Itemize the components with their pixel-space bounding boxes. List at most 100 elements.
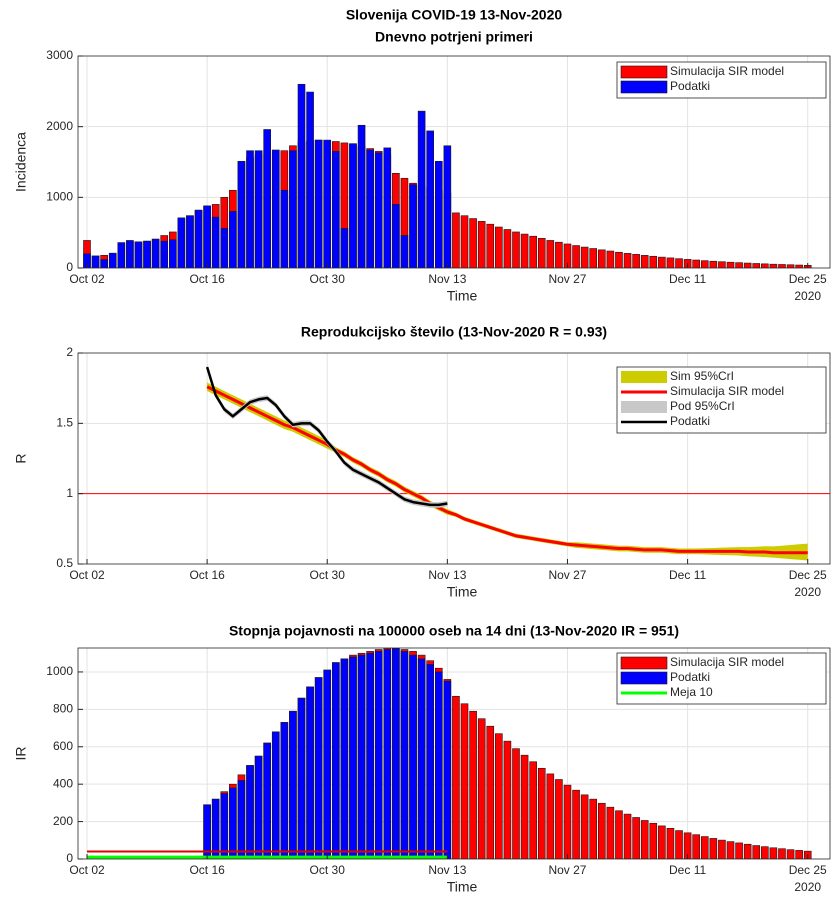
bar [623, 253, 632, 268]
bar [666, 257, 675, 268]
bar [666, 828, 675, 859]
bar [769, 263, 778, 268]
bar [743, 843, 752, 859]
bar [400, 651, 409, 859]
bar [91, 255, 100, 268]
bar [675, 830, 683, 859]
plot-content [78, 56, 830, 268]
bar [357, 654, 366, 859]
bar [778, 848, 786, 859]
legend-swatch [620, 65, 668, 79]
bar [160, 240, 169, 268]
y-tick-label: 0 [66, 260, 73, 274]
bar [606, 806, 615, 859]
bar [383, 147, 392, 268]
y-tick-label: 800 [53, 702, 73, 716]
x-tick-label: Dec 11 [669, 272, 706, 286]
x-tick-label: Oct 16 [189, 568, 225, 582]
bar [100, 259, 108, 268]
bar [126, 240, 134, 268]
y-tick-label: 1000 [46, 664, 73, 678]
bar [434, 671, 443, 859]
y-tick-label: 2000 [46, 119, 73, 133]
bar [460, 215, 469, 268]
bar [537, 238, 546, 268]
bar [460, 703, 469, 859]
bar [452, 695, 460, 859]
bar [752, 263, 761, 268]
bar [709, 260, 718, 268]
x-year-label: 2020 [794, 585, 821, 599]
legend-label: Simulacija SIR model [670, 384, 784, 398]
bar [83, 253, 91, 268]
bar [692, 259, 700, 268]
bar [426, 130, 435, 268]
x-tick-label: Oct 02 [69, 272, 105, 286]
y-axis-label: R [13, 453, 29, 463]
bar [289, 710, 297, 859]
bar [254, 150, 263, 268]
bar [640, 820, 649, 859]
bar [280, 722, 289, 859]
y-tick-label: 3000 [46, 48, 73, 62]
bar [623, 813, 632, 859]
bar [649, 255, 658, 268]
axes-box [77, 647, 831, 860]
bar [632, 817, 640, 859]
bar [211, 216, 220, 268]
legend-swatch [620, 80, 668, 94]
bar [246, 765, 254, 859]
legend-swatch [620, 656, 668, 670]
bar [469, 218, 477, 268]
bar [271, 149, 280, 268]
bar [417, 110, 426, 268]
bar [366, 149, 374, 268]
x-axis-label: Time [447, 879, 478, 895]
bar [177, 217, 186, 268]
chart-title: Reprodukcijsko število (13-Nov-2020 R = … [301, 324, 607, 340]
bar [477, 221, 486, 268]
bar [555, 779, 563, 859]
bar [374, 651, 383, 859]
x-tick-label: Dec 25 [789, 568, 827, 582]
bar [606, 250, 615, 268]
bar [520, 233, 529, 268]
bar [572, 245, 580, 268]
x-tick-label: Nov 13 [428, 863, 466, 877]
bar [700, 836, 709, 859]
bar [700, 260, 709, 268]
bar [718, 839, 726, 859]
bar [529, 235, 537, 268]
bar [143, 240, 151, 268]
x-tick-label: Dec 11 [669, 863, 706, 877]
x-tick-label: Dec 11 [669, 568, 706, 582]
bar [546, 773, 555, 859]
bar [323, 139, 332, 268]
bar [761, 263, 769, 268]
bar [769, 847, 778, 859]
bar [306, 91, 314, 268]
bar [108, 252, 117, 268]
bar [658, 256, 666, 268]
bar [735, 262, 743, 268]
bar [649, 822, 658, 859]
y-tick-label: 400 [53, 776, 73, 790]
bar [726, 261, 735, 268]
bar [735, 842, 743, 859]
bar [675, 258, 683, 268]
legend-label: Sim 95%CrI [670, 369, 734, 383]
bar [151, 238, 160, 268]
legend-swatch [620, 671, 668, 685]
bar [632, 254, 640, 268]
x-tick-label: Dec 25 [789, 863, 827, 877]
bar [417, 658, 426, 859]
bar [280, 189, 289, 268]
bar [237, 160, 246, 268]
x-tick-label: Dec 25 [789, 272, 827, 286]
bar [314, 139, 323, 268]
bar [332, 151, 340, 268]
bar [229, 211, 237, 268]
bar [220, 228, 229, 268]
bar [495, 733, 503, 859]
bar [297, 697, 306, 859]
